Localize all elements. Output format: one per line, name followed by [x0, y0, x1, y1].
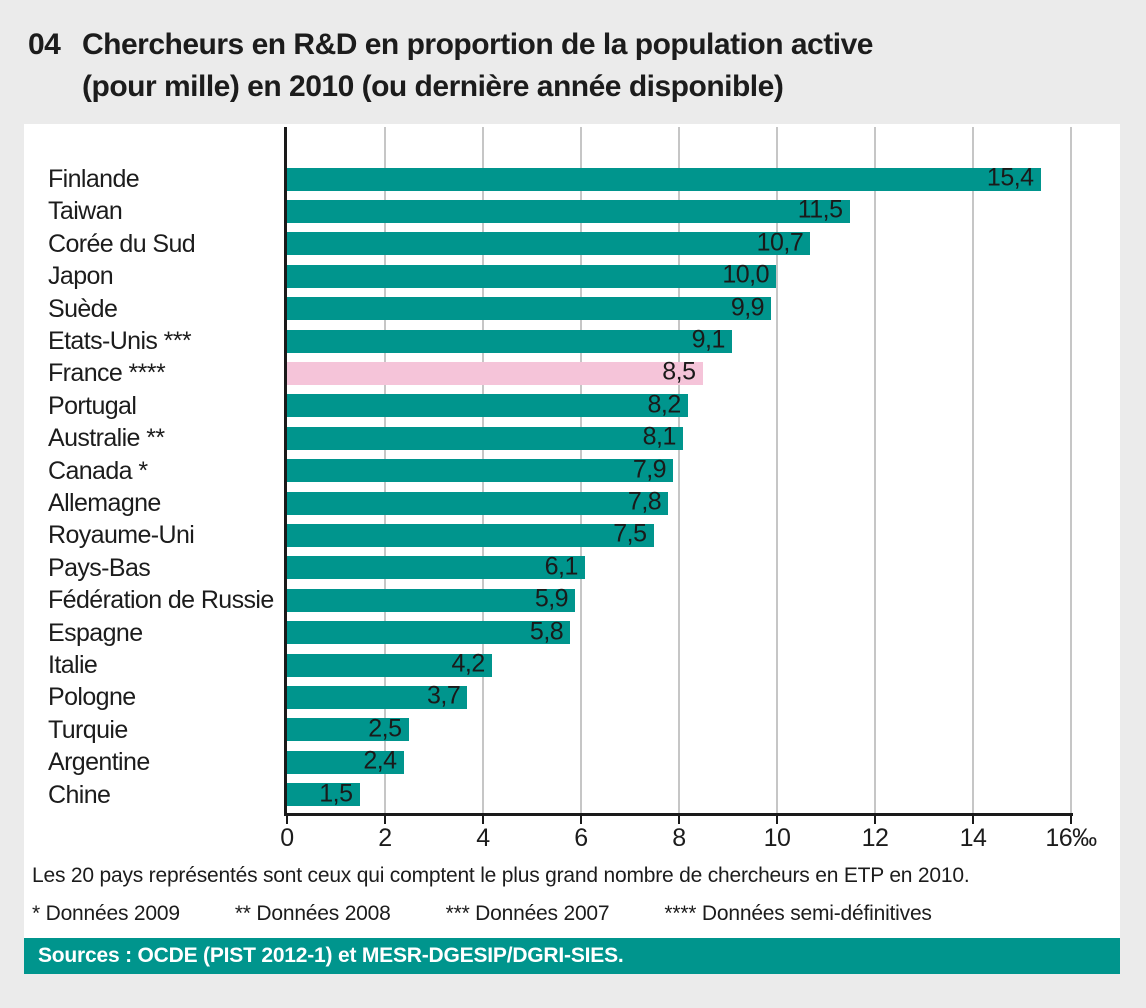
- bar: 10,7: [287, 228, 811, 256]
- chart-panel: Finlande 15,4 Taiwan 11,5 Corée du Sud 10,7 Ja…: [24, 124, 1120, 974]
- gridline: [1070, 127, 1072, 813]
- row-label: Italie: [48, 651, 98, 679]
- bar: 9,1: [287, 325, 732, 353]
- row-label: France ****: [48, 359, 166, 388]
- row-label: Argentine: [48, 748, 150, 777]
- bar-value: 6,1: [544, 552, 579, 581]
- bar: 2,5: [287, 714, 409, 742]
- figure-number: 04: [28, 28, 61, 61]
- bar-value: 8,2: [647, 390, 682, 419]
- bar: 4,2: [287, 649, 492, 677]
- tick-mark: [678, 816, 680, 824]
- row-label: Pays-Bas: [48, 553, 151, 582]
- bar-value: 8,1: [642, 422, 677, 451]
- bar: 7,5: [287, 520, 654, 548]
- row-label: Allemagne: [48, 489, 161, 517]
- row-label: Japon: [48, 262, 114, 291]
- tick-mark: [776, 816, 778, 824]
- gridline: [972, 127, 974, 813]
- row-label: Fédération de Russie: [48, 586, 274, 615]
- row-label: Suède: [48, 294, 118, 323]
- bar-value: 7,5: [613, 519, 647, 548]
- bar: 15,4: [287, 163, 1041, 191]
- bar-value: 11,5: [797, 195, 843, 224]
- gridline: [678, 127, 680, 813]
- row-label: Chine: [48, 780, 111, 809]
- tick-mark: [1070, 816, 1072, 824]
- bar: 6,1: [287, 552, 585, 580]
- tick-mark: [482, 816, 484, 824]
- row-label: Etats-Unis ***: [48, 327, 192, 355]
- bar-value: 10,7: [756, 228, 804, 257]
- bar: 8,1: [287, 423, 683, 451]
- bar: 7,8: [287, 487, 669, 515]
- bar-value: 15,4: [986, 163, 1034, 192]
- x-axis-line: [284, 813, 1073, 816]
- bar-value: 9,9: [730, 292, 765, 321]
- row-label: Turquie: [48, 715, 128, 744]
- data-year-note: *** Données 2007: [445, 902, 610, 925]
- figure-title: Chercheurs en R&D en proportion de la po…: [82, 24, 1122, 108]
- tick-mark: [384, 816, 386, 824]
- sources-label: Sources : OCDE (PIST 2012-1) et MESR-DGE…: [38, 944, 624, 967]
- data-year-note: **** Données semi-définitives: [664, 902, 932, 925]
- tick-label: 8: [672, 824, 686, 852]
- bar: 7,9: [287, 455, 674, 483]
- tick-label: 16‰: [1045, 824, 1097, 852]
- row-label: Australie **: [48, 424, 165, 453]
- bar-value: 3,7: [427, 681, 461, 710]
- bar-value: 1,5: [319, 778, 353, 807]
- gridline: [776, 127, 778, 813]
- y-axis-line: [284, 127, 287, 816]
- bar-value: 5,8: [529, 616, 564, 645]
- bar: 3,7: [287, 682, 468, 710]
- bar-value: 2,5: [368, 714, 402, 743]
- tick-label: 12: [861, 824, 889, 852]
- sources-bar: Sources : OCDE (PIST 2012-1) et MESR-DGE…: [24, 938, 1120, 974]
- bar-value: 10,0: [722, 260, 769, 289]
- bar: 5,9: [287, 585, 576, 613]
- bar: 5,8: [287, 617, 571, 645]
- figure-title-line1: Chercheurs en R&D en proportion de la po…: [82, 28, 873, 61]
- bar: 9,9: [287, 293, 772, 321]
- data-year-notes: * Données 2009 ** Données 2008 *** Données…: [32, 902, 1112, 926]
- tick-label: 10: [763, 824, 791, 852]
- tick-label: 4: [476, 824, 490, 852]
- bar-value: 9,1: [691, 325, 726, 354]
- bar: 1,5: [287, 779, 360, 807]
- bar: 8,2: [287, 390, 688, 418]
- row-label: Taiwan: [48, 197, 123, 226]
- tick-mark: [972, 816, 974, 824]
- row-label: Finlande: [48, 165, 140, 193]
- bar: 2,4: [287, 747, 404, 775]
- tick-mark: [580, 816, 582, 824]
- tick-label: 0: [280, 824, 294, 852]
- bar: 10,0: [287, 261, 776, 289]
- row-label: Canada *: [48, 456, 148, 485]
- row-label: Espagne: [48, 618, 143, 647]
- row-label: Royaume-Uni: [48, 521, 195, 550]
- tick-label: 14: [959, 824, 987, 852]
- tick-label: 2: [378, 824, 392, 852]
- chart-note: Les 20 pays représentés sont ceux qui co…: [32, 864, 970, 887]
- data-year-note: * Données 2009: [32, 902, 180, 925]
- bar-highlight: 8,5: [287, 358, 703, 386]
- row-label: Corée du Sud: [48, 229, 196, 258]
- figure-title-line2: (pour mille) en 2010 (ou dernière année …: [82, 70, 784, 103]
- bar-value: 8,5: [662, 357, 696, 386]
- bar-value: 5,9: [534, 584, 569, 613]
- row-label: Portugal: [48, 391, 137, 420]
- bar-value: 4,2: [451, 649, 486, 678]
- row-label: Pologne: [48, 683, 136, 712]
- bar-value: 2,4: [363, 746, 397, 775]
- bar-value: 7,9: [632, 454, 667, 483]
- tick-mark: [874, 816, 876, 824]
- data-year-note: ** Données 2008: [234, 902, 391, 925]
- gridline: [874, 127, 876, 813]
- bar-value: 7,8: [627, 487, 662, 516]
- tick-mark: [286, 816, 288, 824]
- bar: 11,5: [287, 196, 850, 224]
- tick-label: 6: [574, 824, 588, 852]
